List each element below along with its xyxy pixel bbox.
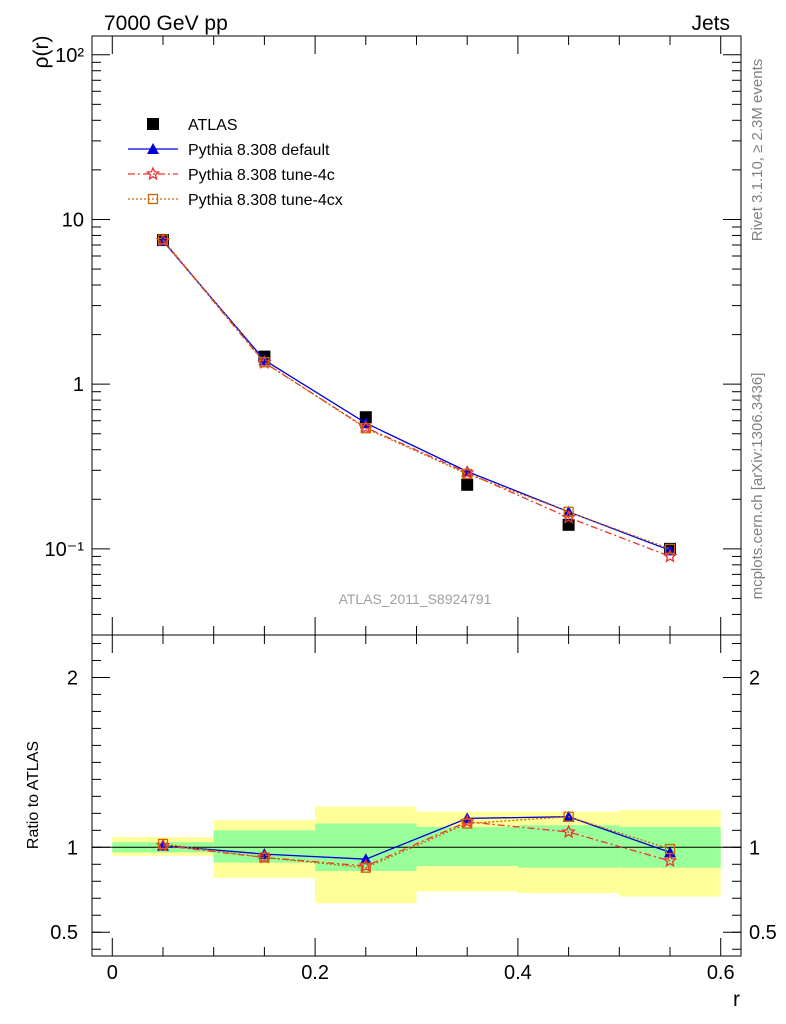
ratio-line-tune-4cx	[162, 816, 671, 869]
ratio-point-tune-4cx-2	[360, 862, 371, 873]
top-y-axis-title: ρ(r)	[30, 36, 53, 69]
series-point-tune-4cx-3	[462, 468, 473, 480]
bottom-frame	[91, 634, 742, 957]
x-tick-label: 0.4	[504, 962, 532, 984]
series-point-tune-4cx-1	[259, 357, 270, 368]
legend: ATLAS Pythia 8.308 default Pythia 8.308 tu…	[128, 117, 343, 209]
mcplots-reference-text: mcplots.cern.ch [arXiv:1306.3436]	[749, 373, 766, 600]
ratio-point-default-3	[461, 812, 474, 824]
ratio-tick-label-right: 0.5	[749, 922, 777, 944]
legend-marker-tune-4c	[145, 166, 161, 181]
legend-label: Pythia 8.308 default	[188, 142, 330, 159]
legend-marker-atlas	[147, 118, 159, 130]
ratio-tick-label-left: 0.5	[50, 922, 78, 944]
legend-label: ATLAS	[188, 117, 238, 134]
series-line-tune-4cx	[162, 239, 671, 550]
bottom-y-axis-title: Ratio to ATLAS	[25, 741, 42, 849]
series-point-tune-4cx-4	[563, 506, 574, 517]
x-axis-title: r	[733, 988, 740, 1011]
legend-marker-default	[147, 143, 159, 154]
legend-marker-tune-4cx	[147, 193, 159, 205]
ratio-tick-label-left: 1	[67, 837, 78, 859]
atlas-point-3	[461, 478, 474, 491]
header-left: 7000 GeV pp	[104, 12, 228, 35]
y-tick-label: 10⁻¹	[45, 539, 85, 561]
ratio-tick-label-right: 1	[749, 837, 760, 859]
rivet-version-text: Rivet 3.1.10, ≥ 2.3M events	[749, 59, 766, 242]
ratio-point-tune-4cx-3	[462, 818, 473, 829]
band-inner-3	[416, 826, 518, 866]
series-point-tune-4c-5	[662, 548, 678, 563]
ratio-line-default	[162, 816, 671, 860]
ratio-point-tune-4cx-0	[157, 838, 169, 850]
ratio-point-tune-4cx-1	[259, 852, 270, 863]
analysis-watermark: ATLAS_2011_S8924791	[339, 591, 492, 607]
series-point-tune-4cx-5	[664, 543, 676, 555]
ratio-panel: 0 0.2 0.4 0.6 0.5 0.5 1 1 2 2	[50, 634, 777, 984]
header-right: Jets	[691, 12, 730, 35]
ratio-tick-label-right: 2	[749, 667, 760, 689]
series-line-default	[162, 240, 671, 551]
series-point-tune-4cx-0	[157, 234, 169, 245]
legend-label: Pythia 8.308 tune-4cx	[188, 192, 343, 209]
series-point-tune-4cx-2	[360, 423, 371, 434]
x-tick-label: 0.6	[707, 962, 735, 984]
ratio-point-default-5	[664, 846, 677, 858]
top-panel: 10⁻¹ 1 10 10²	[45, 35, 742, 956]
ratio-point-tune-4cx-5	[664, 843, 676, 855]
legend-label: Pythia 8.308 tune-4c	[188, 167, 335, 184]
ratio-point-tune-4c-4	[561, 824, 576, 839]
x-tick-label: 0.2	[301, 962, 329, 984]
ratio-point-tune-4c-5	[662, 853, 678, 868]
series-line-tune-4c	[162, 240, 671, 558]
ratio-point-tune-4cx-4	[563, 811, 574, 822]
x-tick-label: 0	[107, 962, 118, 984]
y-tick-label: 10²	[55, 45, 84, 67]
y-tick-label: 10	[62, 209, 84, 231]
ratio-tick-label-left: 2	[67, 667, 78, 689]
y-tick-label: 1	[73, 374, 84, 396]
